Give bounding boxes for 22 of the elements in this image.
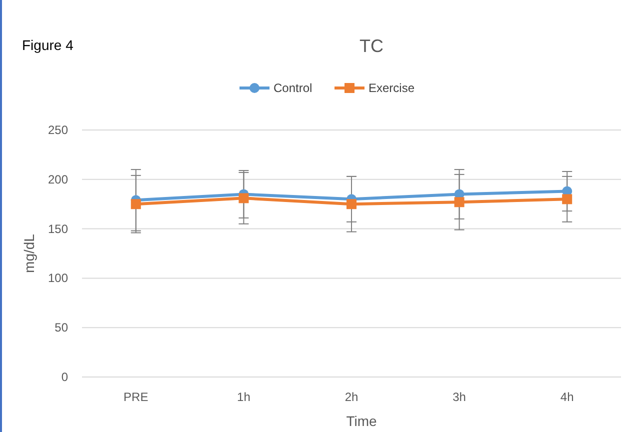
y-tick-label: 250 (48, 123, 68, 137)
legend-label: Exercise (368, 81, 415, 95)
x-axis-title: Time (346, 413, 378, 429)
chart-title: TC (360, 36, 384, 56)
x-tick-label: 1h (237, 390, 250, 404)
x-tick-label: 4h (560, 390, 574, 404)
caption: Figure 4 (22, 37, 74, 53)
point (562, 194, 572, 204)
y-tick-label: 200 (48, 172, 68, 186)
point (346, 199, 356, 210)
y-axis-title: mg/dL (21, 234, 37, 273)
y-tick-label: 150 (48, 222, 68, 236)
legend-label: Control (274, 81, 312, 95)
point (130, 199, 141, 210)
y-tick-label: 0 (61, 370, 68, 384)
x-tick-label: PRE (124, 390, 148, 404)
y-tick-label: 50 (54, 320, 68, 335)
point (238, 193, 249, 204)
point (454, 197, 464, 208)
x-tick-label: 2h (344, 390, 358, 404)
y-tick-label: 100 (48, 271, 68, 286)
x-tick-label: 3h (452, 390, 466, 404)
